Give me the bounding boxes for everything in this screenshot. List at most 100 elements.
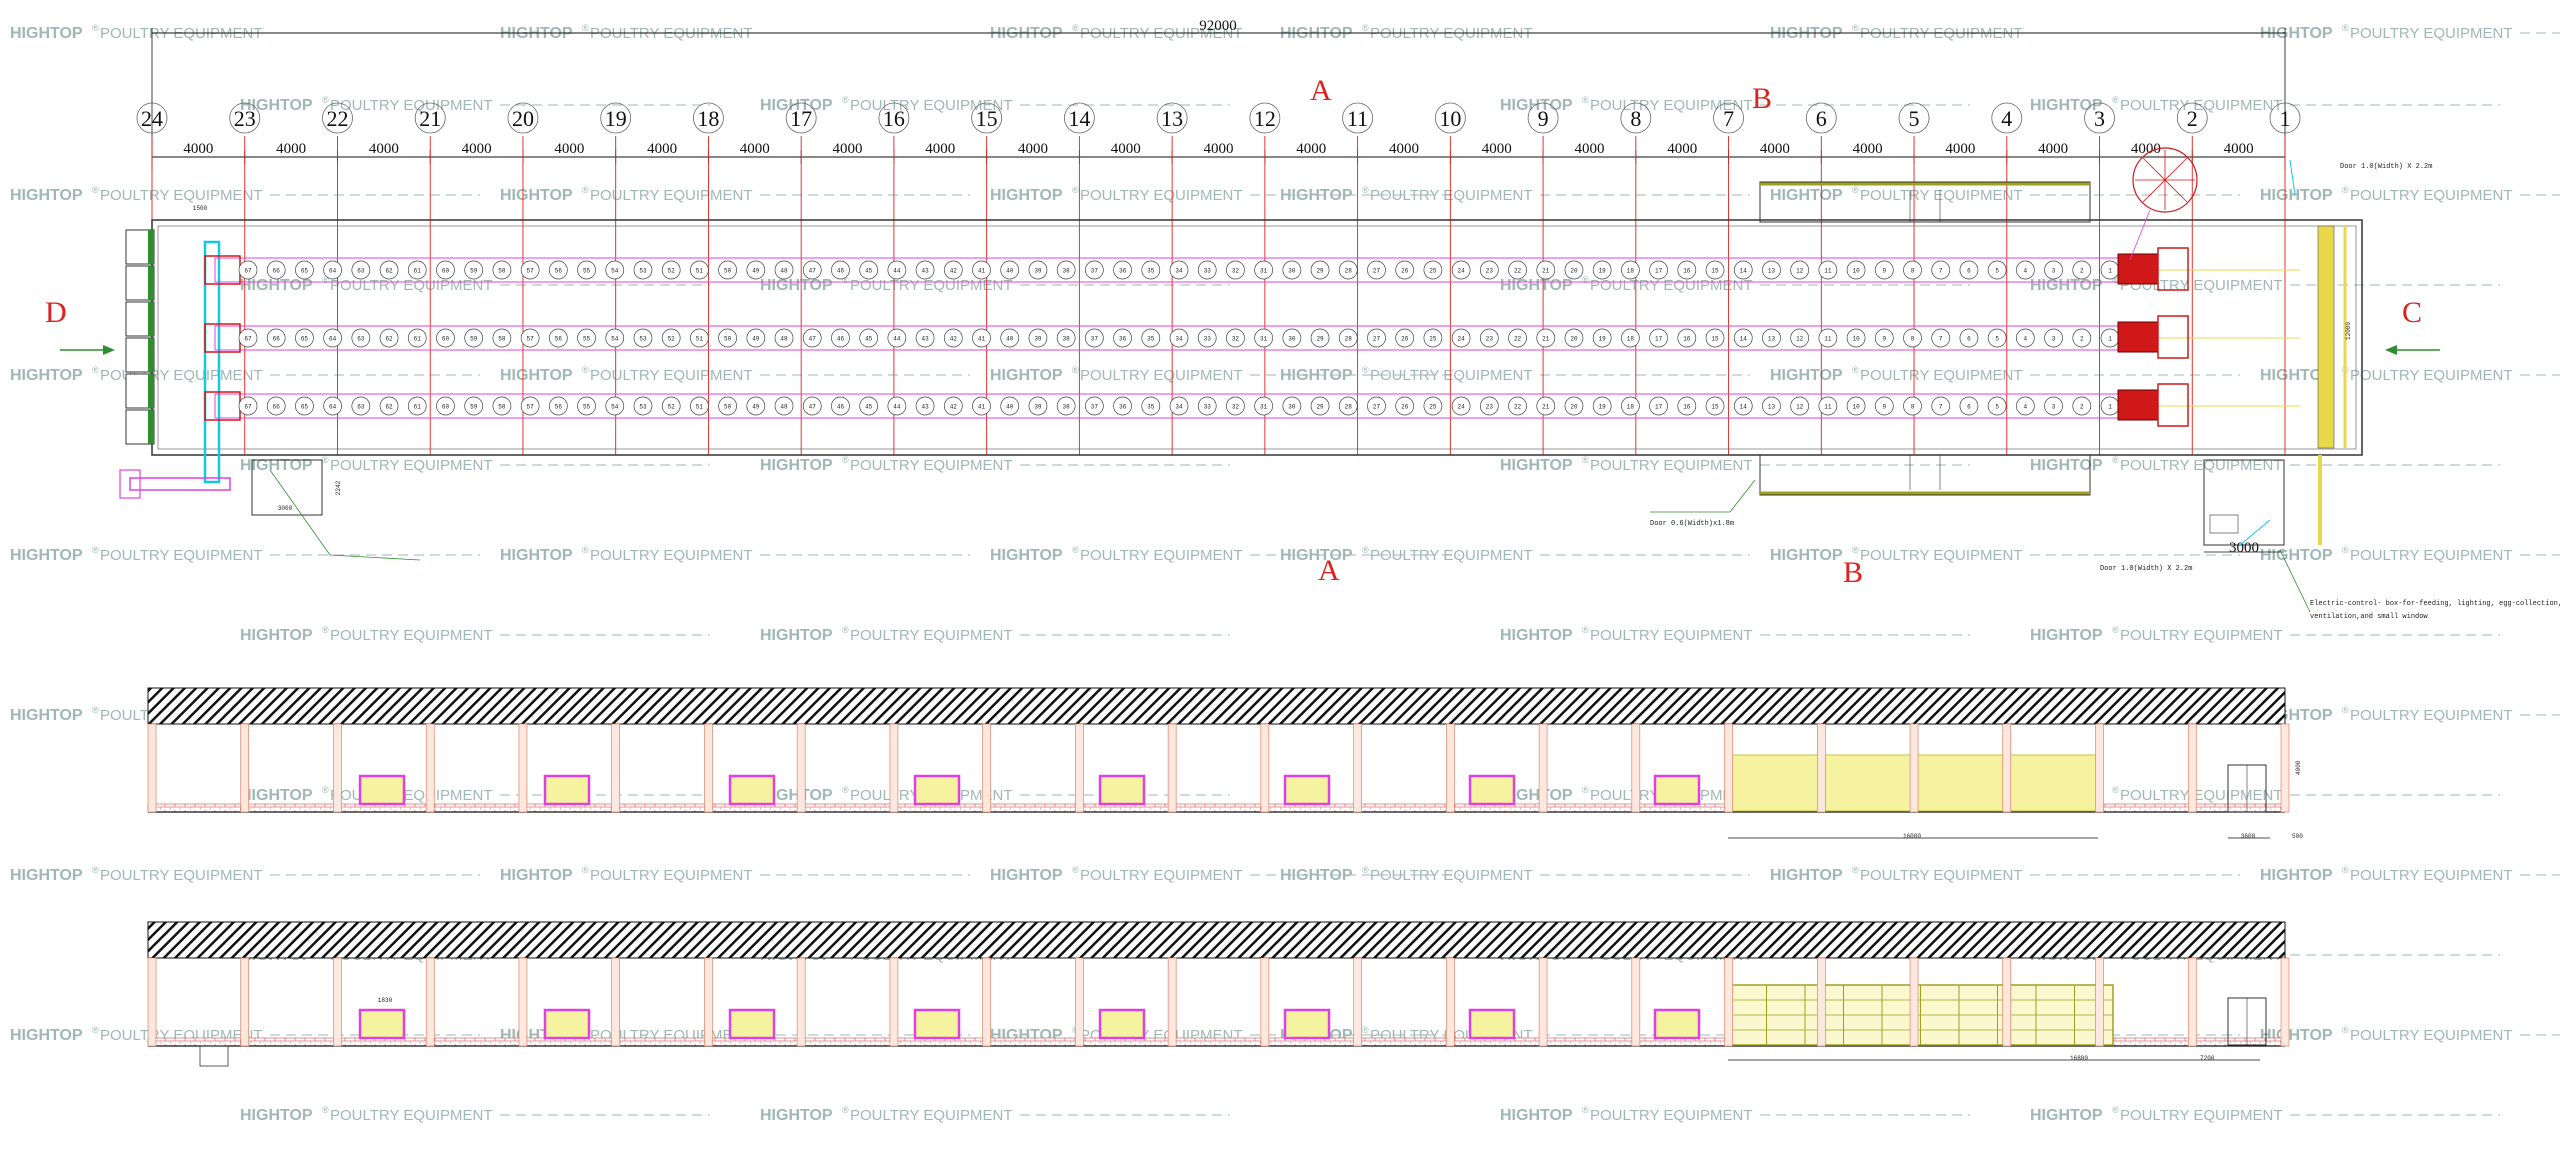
cage-unit	[520, 396, 540, 416]
axis-label: 10	[1439, 106, 1461, 131]
cage-unit	[436, 396, 455, 416]
cage-number: 59	[470, 268, 478, 275]
axis-bubble	[322, 102, 353, 134]
window	[1468, 1008, 1516, 1040]
cage-number: 66	[273, 336, 281, 343]
cage-number: 4	[2024, 404, 2028, 411]
cage-number: 30	[1288, 336, 1296, 343]
bay-dimension: 4000	[2038, 141, 2068, 157]
cage-unit	[943, 328, 963, 348]
cage-number: 33	[1204, 336, 1212, 343]
watermark-registered-mark: ®	[1072, 365, 1079, 375]
watermark-sub: POULTRY EQUIPMENT	[1590, 277, 1753, 294]
cage-number: 48	[780, 336, 788, 343]
watermark-sub: POULTRY EQUIPMENT	[2350, 867, 2513, 884]
watermark-word: HIGHTOP	[240, 787, 313, 804]
bay-dimension: 4000	[1667, 141, 1697, 157]
axis-bubble	[785, 102, 817, 134]
cage-number: 38	[1063, 268, 1071, 275]
watermark: HIGHTOP®POULTRY EQUIPMENT	[1500, 1105, 1970, 1124]
axis-bubble	[1156, 102, 1188, 134]
cage-number: 47	[809, 336, 817, 343]
watermark-word: HIGHTOP	[1500, 457, 1573, 474]
watermark-registered-mark: ®	[2342, 865, 2349, 875]
cage-unit	[1592, 328, 1612, 348]
cage-unit	[1874, 396, 1894, 416]
cage-unit	[2044, 328, 2063, 348]
watermark-registered-mark: ®	[1072, 545, 1079, 555]
bay-dimension: 4000	[1204, 141, 1234, 157]
cage-unit	[802, 328, 822, 348]
cage-unit	[407, 260, 427, 280]
cage-number: 25	[1429, 268, 1437, 275]
cage-unit	[1903, 328, 1922, 348]
cage-number: 65	[301, 268, 309, 275]
watermark-word: HIGHTOP	[240, 1107, 313, 1124]
cage-number: 57	[527, 336, 535, 343]
cage-unit	[887, 328, 907, 348]
cage-unit	[1141, 396, 1161, 416]
watermark-sub: POULTRY EQUIPMENT	[590, 547, 753, 564]
cage-unit	[266, 260, 286, 280]
watermark-registered-mark: ®	[2112, 95, 2119, 105]
cage-unit	[2072, 396, 2092, 416]
cage-unit	[943, 260, 963, 280]
axis-label: 7	[1723, 106, 1734, 131]
axis-bubble	[1249, 102, 1281, 134]
door-width-dim: 3600	[2241, 833, 2256, 840]
watermark-sub: POULTRY EQUIPMENT	[2350, 547, 2513, 564]
cage-number: 67	[244, 336, 252, 343]
cage-number: 9	[1882, 268, 1886, 275]
bay-dimension: 4000	[833, 141, 863, 157]
cage-number: 67	[244, 404, 252, 411]
bay-dimension: 4000	[740, 141, 770, 157]
watermark: HIGHTOP®POULTRY EQUIPMENT	[240, 95, 710, 114]
cage-number: 44	[893, 404, 901, 411]
watermark-registered-mark: ®	[1852, 865, 1859, 875]
cage-number: 53	[639, 336, 647, 343]
cage-number: 37	[1091, 268, 1099, 275]
watermark-sub: POULTRY EQUIPMENT	[850, 627, 1013, 644]
watermark: HIGHTOP®POULTRY EQUIPMENT	[1770, 545, 2240, 564]
cage-unit	[746, 396, 766, 416]
watermark-registered-mark: ®	[2342, 185, 2349, 195]
cage-unit	[1592, 260, 1612, 280]
watermark-word: HIGHTOP	[2030, 97, 2103, 114]
axis-label: 12	[1254, 106, 1276, 131]
cage-number: 13	[1768, 336, 1776, 343]
cage-unit	[548, 396, 568, 416]
watermark: HIGHTOP®POULTRY EQUIPMENT	[2260, 705, 2560, 724]
watermark-sub: POULTRY EQUIPMENT	[590, 367, 753, 384]
watermark-sub: POULTRY EQUIPMENT	[1590, 457, 1753, 474]
watermark-word: HIGHTOP	[10, 25, 83, 42]
axis-label: 22	[326, 106, 348, 131]
bottom-annex	[1759, 454, 2091, 496]
watermark: HIGHTOP®POULTRY EQUIPMENT	[240, 275, 710, 294]
section-label-a-top: A	[1310, 74, 1332, 107]
cage-unit	[1621, 328, 1640, 348]
cage-number: 28	[1345, 336, 1353, 343]
watermark-word: HIGHTOP	[2030, 277, 2103, 294]
cage-number: 62	[385, 336, 393, 343]
cage-number: 27	[1373, 336, 1381, 343]
cage-unit	[1000, 396, 1020, 416]
cage-unit	[1508, 260, 1527, 280]
axis-bubble	[1805, 102, 1837, 134]
watermark: HIGHTOP®POULTRY EQUIPMENT	[760, 625, 1230, 644]
cage-unit	[1677, 328, 1697, 348]
axis-label: 17	[790, 106, 812, 131]
watermark: HIGHTOP®POULTRY EQUIPMENT	[1500, 625, 1970, 644]
cage-unit	[323, 396, 342, 416]
watermark-registered-mark: ®	[322, 275, 329, 285]
watermark-registered-mark: ®	[582, 865, 589, 875]
cage-unit	[1367, 328, 1386, 348]
watermark-sub: POULTRY EQUIPMENT	[850, 277, 1013, 294]
watermark-word: HIGHTOP	[760, 457, 833, 474]
cage-unit	[1564, 396, 1584, 416]
watermark-registered-mark: ®	[2112, 275, 2119, 285]
watermark: HIGHTOP®POULTRY EQUIPMENT	[2260, 185, 2560, 204]
bay-dimension: 4000	[2131, 141, 2161, 157]
cage-unit	[1959, 396, 1979, 416]
cage-number: 17	[1655, 268, 1663, 275]
cage-unit	[802, 260, 822, 280]
